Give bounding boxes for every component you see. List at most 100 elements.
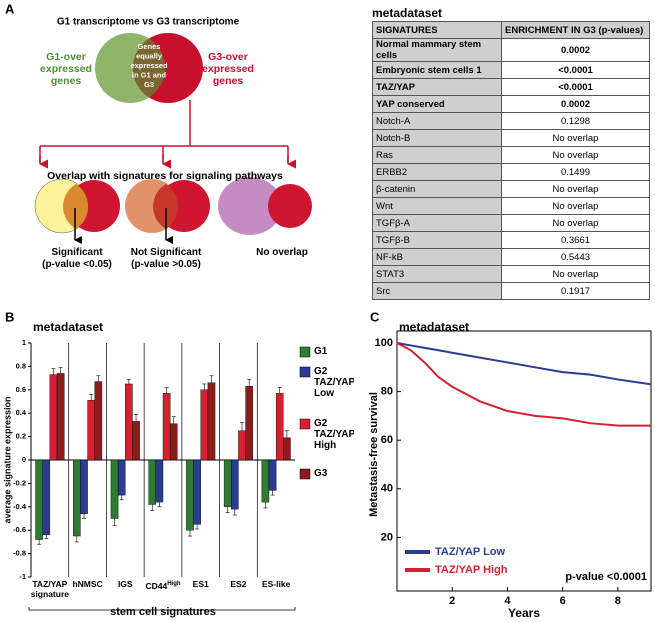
table-cell: Embryonic stem cells 1 bbox=[372, 61, 502, 79]
survival-curve bbox=[396, 342, 651, 427]
table-cell: Wnt bbox=[372, 197, 502, 215]
table-cell: TGFβ-B bbox=[372, 231, 502, 249]
y-tick-label: 40 bbox=[381, 483, 393, 495]
chart-title: metadataset bbox=[399, 320, 469, 334]
table-row: TGFβ-A No overlap bbox=[372, 214, 650, 232]
legend-swatch bbox=[299, 468, 311, 480]
error-bar bbox=[277, 387, 282, 394]
table-cell: 0.3661 bbox=[501, 231, 650, 249]
error-bar bbox=[112, 518, 117, 526]
error-bar bbox=[209, 375, 214, 383]
outcome-label: Not Significant (p-value >0.05) bbox=[131, 247, 202, 270]
g3-circle bbox=[268, 184, 312, 228]
y-tick-label: 0.2 bbox=[16, 432, 26, 441]
legend-label: G2 TAZ/YAP Low bbox=[314, 366, 354, 399]
error-bar bbox=[225, 506, 230, 513]
y-tick-label: 80 bbox=[381, 386, 393, 398]
g3-label-line: expressed bbox=[202, 63, 254, 75]
legend-label: G3 bbox=[314, 468, 328, 479]
pathways-title: Overlap with signatures for signaling pa… bbox=[47, 170, 283, 182]
y-tick-label: -1 bbox=[19, 572, 26, 581]
table-cell: YAP conserved bbox=[372, 95, 502, 113]
y-tick-label: 0 bbox=[22, 455, 26, 464]
bar bbox=[238, 430, 246, 461]
bar bbox=[275, 393, 284, 461]
x-tick-label: ES-like bbox=[261, 580, 291, 589]
x-tick-label: CD44High bbox=[141, 580, 185, 591]
connector bbox=[39, 100, 289, 162]
table-row: TGFβ-B 0.3661 bbox=[372, 231, 650, 249]
table-cell: Notch-A bbox=[372, 112, 502, 130]
bar bbox=[125, 383, 133, 461]
bar bbox=[207, 382, 216, 461]
table-cell: NF-kB bbox=[372, 248, 502, 266]
y-tick-label: 0.6 bbox=[16, 385, 26, 394]
panel-label: A bbox=[5, 1, 15, 16]
signature-table: metadataset SIGNATURES ENRICHMENT IN G3 (… bbox=[372, 6, 650, 300]
legend-label: G1 bbox=[314, 346, 328, 357]
table-row: NF-kB 0.5443 bbox=[372, 248, 650, 266]
table-header-row: SIGNATURES ENRICHMENT IN G3 (p-values) bbox=[372, 21, 650, 39]
legend-box: G2 TAZ/YAP High bbox=[314, 418, 354, 451]
error-bar bbox=[164, 387, 169, 394]
x-bracket bbox=[28, 607, 296, 611]
outcome-label-line: (p-value >0.05) bbox=[131, 259, 201, 270]
error-bar bbox=[37, 539, 42, 545]
error-bar bbox=[119, 495, 124, 501]
table-row: Wnt No overlap bbox=[372, 197, 650, 215]
outcome-label-line: Not Significant bbox=[131, 247, 202, 258]
table-cell: Ras bbox=[372, 146, 502, 164]
table: SIGNATURES ENRICHMENT IN G3 (p-values) Nor… bbox=[372, 21, 650, 300]
table-cell: 0.0002 bbox=[501, 95, 650, 113]
table-row: YAP conserved 0.0002 bbox=[372, 95, 650, 113]
x-axis-label: Years bbox=[508, 606, 540, 620]
table-cell: No overlap bbox=[501, 197, 650, 215]
x-tick-label: hNMSC bbox=[72, 580, 103, 589]
panel-label: B bbox=[5, 309, 14, 324]
table-cell: ERBB2 bbox=[372, 163, 502, 181]
y-tick-label: -0.4 bbox=[13, 502, 27, 511]
legend-label: TAZ/YAP High bbox=[435, 564, 508, 576]
table-cell: Normal mammary stem cells bbox=[372, 38, 502, 62]
table-row: β-catenin No overlap bbox=[372, 180, 650, 198]
error-bar bbox=[195, 524, 200, 530]
y-tick-label: 20 bbox=[381, 531, 393, 543]
x-tick-label-box: ES-like bbox=[261, 580, 291, 589]
legend-swatch bbox=[299, 346, 311, 358]
legend-box: G2 TAZ/YAP Low bbox=[314, 366, 354, 399]
bar bbox=[42, 459, 51, 536]
table-cell: TAZ/YAP bbox=[372, 78, 502, 96]
x-tick-label: 8 bbox=[615, 595, 621, 607]
error-bar bbox=[284, 430, 289, 438]
x-tick-label-box: ES2 bbox=[230, 580, 247, 589]
error-bar bbox=[96, 375, 101, 382]
g3-label-line: G3-over bbox=[208, 51, 248, 63]
x-tick-label: IGS bbox=[117, 580, 133, 589]
survival-curve bbox=[396, 342, 652, 386]
bar bbox=[49, 374, 58, 461]
table-cell: No overlap bbox=[501, 180, 650, 198]
table-cell: 0.5443 bbox=[501, 248, 650, 266]
legend-box: G1 bbox=[314, 346, 328, 357]
g3-label-line: genes bbox=[213, 75, 244, 87]
table-row: ERBB2 0.1499 bbox=[372, 163, 650, 181]
bar bbox=[245, 386, 253, 461]
error-bar bbox=[51, 368, 56, 375]
x-tick-label-box: TAZ/YAP signature bbox=[31, 580, 69, 598]
table-row: STAT3 No overlap bbox=[372, 265, 650, 283]
table-cell: No overlap bbox=[501, 146, 650, 164]
table-cell: 0.1298 bbox=[501, 112, 650, 130]
legend-swatch bbox=[299, 418, 311, 430]
annotation: p-value <0.0001 bbox=[565, 571, 647, 583]
bar bbox=[268, 459, 277, 491]
diagram-title: G1 transcriptome vs G3 transcriptome bbox=[57, 17, 240, 28]
x-tick-label-box: ES1 bbox=[193, 580, 209, 589]
table-cell: 0.0002 bbox=[501, 38, 650, 62]
outcome-label: No overlap bbox=[256, 247, 308, 258]
legend-label: G2 TAZ/YAP High bbox=[314, 418, 354, 451]
panel-label: C bbox=[370, 309, 380, 324]
x-tick-label: ES2 bbox=[230, 580, 247, 589]
error-bar bbox=[171, 416, 176, 424]
overlap-label-line: expressed bbox=[130, 61, 168, 70]
